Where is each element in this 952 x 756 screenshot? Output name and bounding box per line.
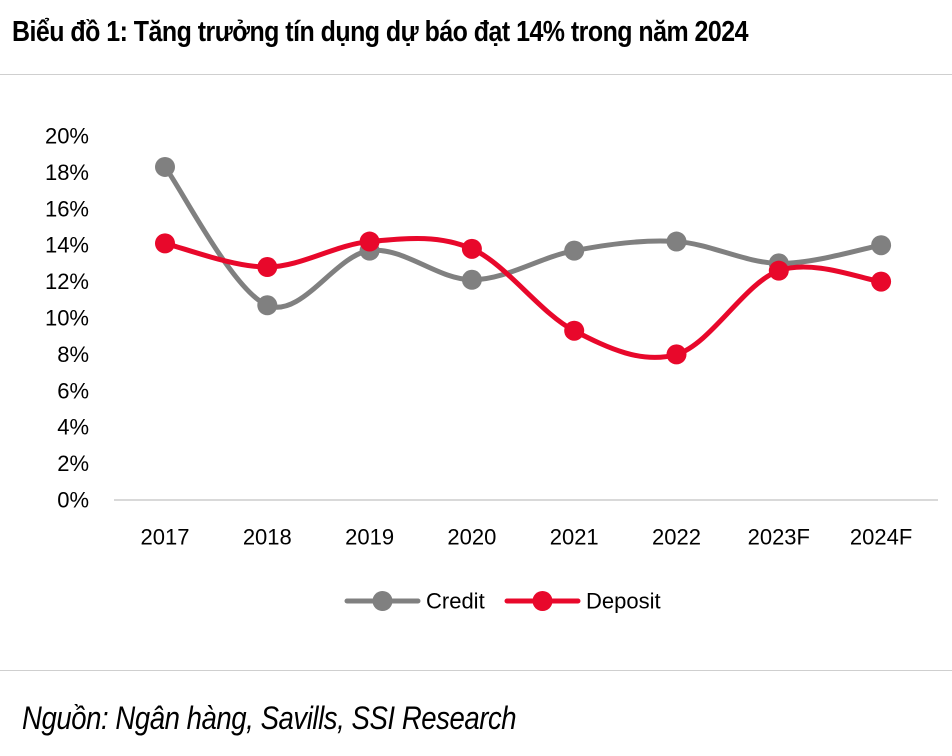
deposit-data-point <box>461 238 482 259</box>
x-tick-label: 2024F <box>850 525 912 550</box>
deposit-data-point <box>257 257 278 278</box>
top-divider <box>0 74 952 75</box>
legend-credit-label: Credit <box>426 589 485 614</box>
y-tick-label: 14% <box>45 233 89 258</box>
y-tick-label: 10% <box>45 306 89 331</box>
source-note: Nguồn: Ngân hàng, Savills, SSI Research <box>22 700 517 736</box>
y-tick-label: 20% <box>45 124 89 149</box>
deposit-series-line <box>162 235 884 360</box>
x-tick-label: 2018 <box>243 525 292 550</box>
credit-data-point <box>666 231 687 252</box>
deposit-data-point <box>666 344 687 365</box>
credit-data-point <box>155 156 175 177</box>
y-tick-label: 6% <box>57 378 89 403</box>
x-tick-label: 2017 <box>141 525 190 550</box>
deposit-data-point <box>564 320 585 341</box>
legend-deposit-marker <box>532 591 553 611</box>
chart-title: Biểu đồ 1: Tăng trưởng tín dụng dự báo đ… <box>12 16 749 48</box>
credit-data-point <box>461 269 482 290</box>
credit-data-point <box>871 235 892 256</box>
y-tick-label: 4% <box>57 415 89 440</box>
deposit-data-point <box>768 260 789 281</box>
x-tick-label: 2021 <box>550 525 599 550</box>
deposit-data-point <box>359 231 380 252</box>
y-tick-label: 2% <box>57 451 89 476</box>
x-tick-label: 2020 <box>447 525 496 550</box>
x-tick-label: 2023F <box>748 525 810 550</box>
line-chart: 0% 2% 4% 6% 8% 10% 12% 14% 16% 18% 20% 2017 2018 2019… <box>45 124 938 614</box>
y-tick-label: 8% <box>57 342 89 367</box>
legend-deposit-label: Deposit <box>586 589 661 614</box>
deposit-data-point <box>871 271 892 292</box>
bottom-divider <box>0 670 952 671</box>
credit-data-point <box>257 295 278 316</box>
chart-area: 0% 2% 4% 6% 8% 10% 12% 14% 16% 18% 20% 2017 2018 2019… <box>0 75 952 670</box>
deposit-data-point <box>155 233 175 254</box>
y-tick-label: 0% <box>57 488 89 513</box>
y-tick-label: 12% <box>45 269 89 294</box>
y-tick-label: 16% <box>45 196 89 221</box>
legend-credit-marker <box>372 591 393 611</box>
x-tick-label: 2022 <box>652 525 701 550</box>
x-tick-label: 2019 <box>345 525 394 550</box>
credit-data-point <box>564 240 585 261</box>
y-tick-label: 18% <box>45 160 89 185</box>
